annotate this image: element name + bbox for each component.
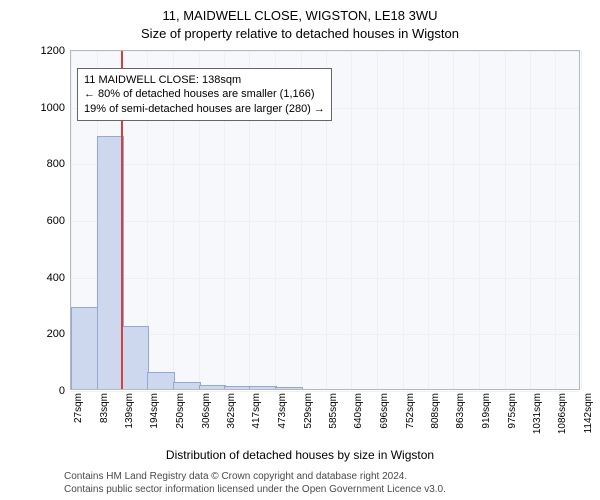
x-tick-label: 919sqm [479,375,492,411]
y-tick-label: 400 [25,272,71,284]
x-tick-label: 696sqm [377,375,390,411]
histogram-bar [275,387,303,389]
y-tick-label: 600 [25,215,71,227]
histogram-bar [173,382,201,389]
chart-title: 11, MAIDWELL CLOSE, WIGSTON, LE18 3WU [0,8,600,23]
figure: 11, MAIDWELL CLOSE, WIGSTON, LE18 3WU Si… [0,0,600,500]
x-tick-label: 975sqm [505,375,518,411]
attribution: Contains HM Land Registry data © Crown c… [64,471,592,496]
x-tick-label: 362sqm [224,375,237,411]
x-axis-label: Distribution of detached houses by size … [0,448,600,462]
x-tick-label: 1086sqm [555,372,568,413]
x-tick-label: 1142sqm [581,373,594,413]
attribution-line: Contains HM Land Registry data © Crown c… [64,471,592,484]
x-tick-label: 640sqm [351,375,364,411]
chart-subtitle: Size of property relative to detached ho… [0,26,600,41]
y-tick-label: 200 [25,328,71,340]
x-tick-label: 306sqm [199,375,212,411]
y-tick-label: 1000 [25,102,71,114]
y-tick-label: 0 [25,385,71,397]
x-tick-label: 417sqm [249,375,262,411]
y-tick-label: 800 [25,158,71,170]
x-tick-label: 1031sqm [530,372,543,413]
histogram-bar [147,372,175,389]
plot-area: 02004006008001000120027sqm83sqm139sqm194… [70,50,580,390]
y-tick-label: 1200 [25,45,71,57]
histogram-bar [71,307,99,389]
callout-line: 11 MAIDWELL CLOSE: 138sqm [84,73,325,87]
x-tick-label: 752sqm [403,375,416,411]
histogram-bar [122,326,149,389]
property-callout: 11 MAIDWELL CLOSE: 138sqm← 80% of detach… [77,68,332,121]
callout-line: 19% of semi-detached houses are larger (… [84,102,325,116]
x-tick-label: 585sqm [326,375,339,411]
histogram-bar [224,386,251,389]
x-tick-label: 863sqm [453,375,466,411]
histogram-bar [249,386,277,389]
callout-line: ← 80% of detached houses are smaller (1,… [84,87,325,101]
x-tick-label: 808sqm [428,375,441,411]
histogram-bar [199,385,227,389]
attribution-line: Contains public sector information licen… [64,484,592,497]
x-tick-label: 473sqm [275,375,288,411]
x-tick-label: 529sqm [301,375,314,411]
